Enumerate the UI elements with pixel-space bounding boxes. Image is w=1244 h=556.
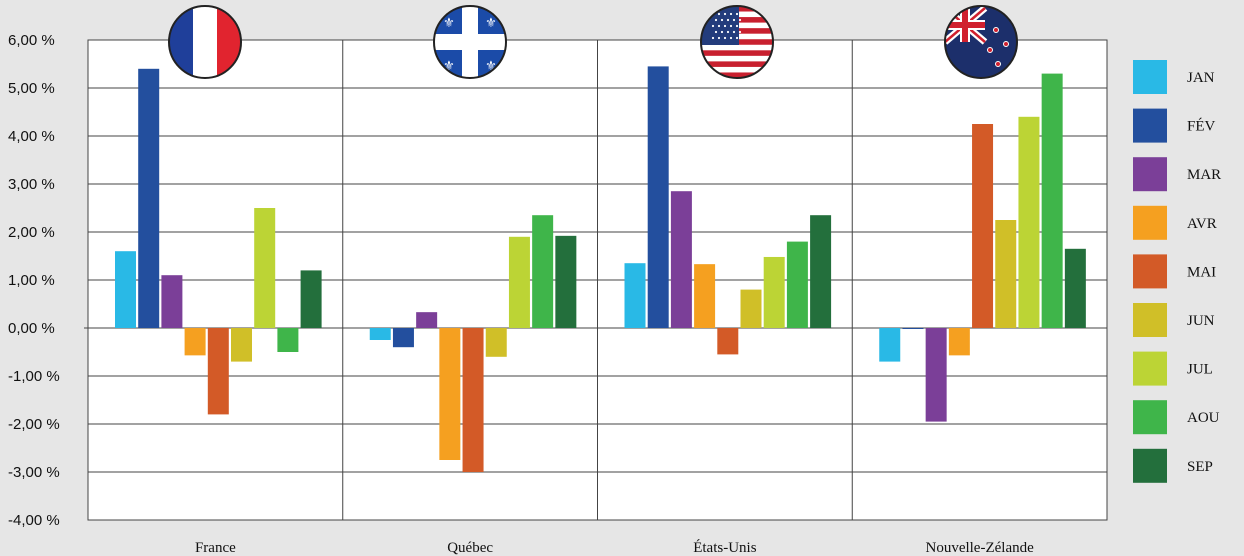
legend-label-jan: JAN <box>1187 70 1215 86</box>
legend-label-aou: AOU <box>1187 410 1220 426</box>
svg-text:⚜: ⚜ <box>485 59 497 74</box>
bar-jul-2 <box>763 256 785 328</box>
bar-mai-1 <box>462 328 484 472</box>
bar-jan-3 <box>879 328 901 362</box>
y-tick-label: 5,00 % <box>8 80 55 97</box>
bar-jun-1 <box>485 328 507 357</box>
bar-aou-0 <box>277 328 299 352</box>
bar-sep-0 <box>300 270 322 328</box>
bar-avr-1 <box>439 328 461 460</box>
bar-jan-2 <box>624 263 646 328</box>
bar-jun-2 <box>740 289 762 328</box>
legend-label-mar: MAR <box>1187 167 1221 183</box>
quebec-flag-icon: ⚜ ⚜ ⚜ ⚜ <box>433 5 507 79</box>
legend-label-jun: JUN <box>1187 313 1215 329</box>
y-tick-label: -2,00 % <box>8 416 60 433</box>
bar-mai-0 <box>207 328 229 415</box>
bar-mar-2 <box>670 191 692 328</box>
y-tick-label: 1,00 % <box>8 272 55 289</box>
bar-avr-0 <box>184 328 206 356</box>
legend-label-mai: MAI <box>1187 264 1216 280</box>
bar-fév-0 <box>138 68 160 329</box>
bar-aou-1 <box>532 215 554 328</box>
bar-sep-2 <box>810 215 832 328</box>
y-tick-label: 4,00 % <box>8 128 55 145</box>
category-label: France <box>195 540 236 556</box>
legend-label-avr: AVR <box>1187 216 1217 232</box>
y-tick-label: 2,00 % <box>8 224 55 241</box>
plot-frame <box>87 39 1108 521</box>
legend-swatch-fév <box>1133 108 1167 143</box>
bar-mar-3 <box>925 328 947 422</box>
category-label: Québec <box>447 540 493 556</box>
bar-jan-0 <box>115 251 136 328</box>
legend-swatch-sep <box>1133 448 1167 483</box>
bar-jan-1 <box>369 328 391 340</box>
legend-label-jul: JUL <box>1187 362 1213 378</box>
bar-mar-1 <box>416 312 438 328</box>
france-flag-icon <box>168 5 242 79</box>
y-tick-label: 6,00 % <box>8 32 55 49</box>
bar-jun-3 <box>995 220 1017 328</box>
bar-aou-2 <box>786 241 808 328</box>
legend-swatch-avr <box>1133 205 1167 240</box>
bar-fév-3 <box>902 328 924 329</box>
bar-jul-0 <box>254 208 276 328</box>
svg-text:⚜: ⚜ <box>443 59 455 74</box>
category-label: États-Unis <box>693 539 756 556</box>
y-tick-label: -4,00 % <box>8 512 60 529</box>
bar-fév-2 <box>647 66 669 329</box>
legend-swatch-jul <box>1133 351 1167 386</box>
bar-sep-3 <box>1064 248 1086 328</box>
legend-label-sep: SEP <box>1187 459 1213 475</box>
legend-swatch-mai <box>1133 254 1167 289</box>
new-zealand-flag-icon <box>944 5 1018 79</box>
legend-swatch-mar <box>1133 157 1167 192</box>
y-tick-label: 0,00 % <box>8 320 55 337</box>
bar-jun-0 <box>231 328 252 362</box>
legend-swatch-jan <box>1133 60 1167 94</box>
bar-mar-0 <box>161 275 183 328</box>
bar-jul-3 <box>1018 116 1040 328</box>
category-label: Nouvelle-Zélande <box>925 540 1034 556</box>
y-tick-label: -3,00 % <box>8 464 60 481</box>
svg-text:⚜: ⚜ <box>485 16 497 31</box>
legend-swatch-jun <box>1133 303 1167 337</box>
svg-text:⚜: ⚜ <box>443 16 455 31</box>
bar-jul-1 <box>508 236 530 328</box>
legend-swatch-aou <box>1133 400 1167 435</box>
y-tick-label: -1,00 % <box>8 368 60 385</box>
bar-avr-2 <box>694 264 716 328</box>
bar-fév-1 <box>392 328 414 348</box>
legend-label-fév: FÉV <box>1187 118 1216 135</box>
bar-mai-3 <box>972 124 994 328</box>
bar-mai-2 <box>717 328 739 355</box>
y-tick-label: 3,00 % <box>8 176 55 193</box>
bar-sep-1 <box>555 235 577 328</box>
bar-avr-3 <box>948 328 970 356</box>
bar-aou-3 <box>1041 73 1063 328</box>
usa-flag-icon <box>700 5 774 79</box>
